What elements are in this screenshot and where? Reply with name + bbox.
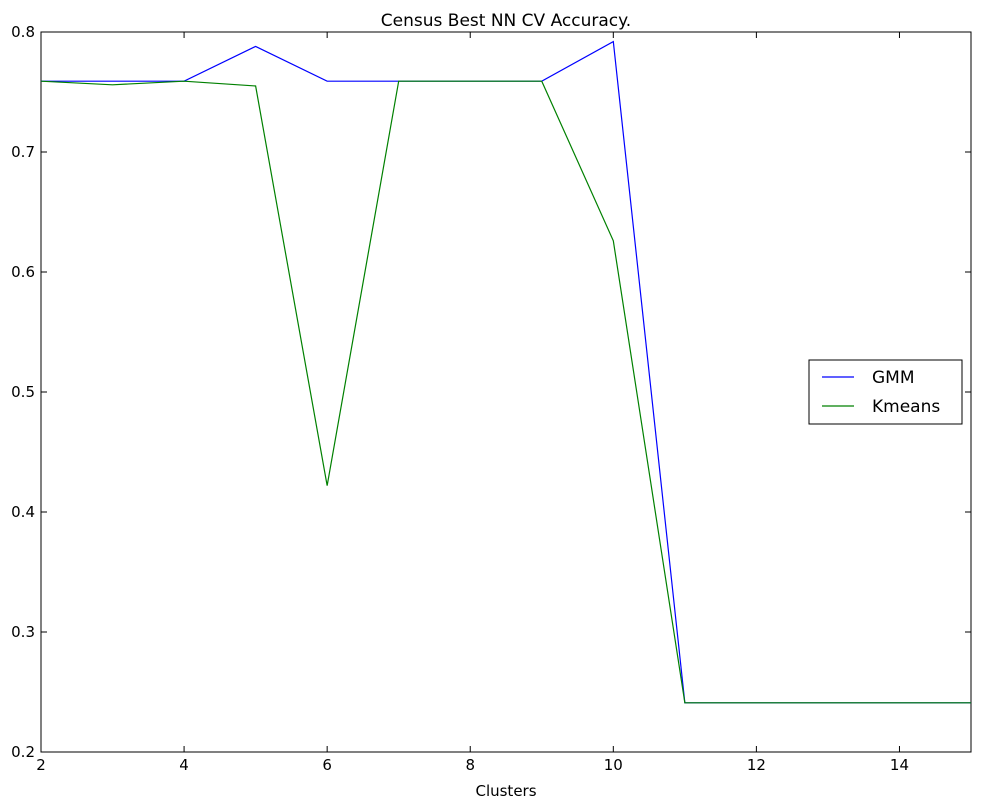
x-tick-label: 8 [465,756,475,774]
legend-label-gmm: GMM [872,368,915,388]
x-tick-label: 14 [890,756,909,774]
y-tick-label: 0.5 [11,383,35,401]
legend: GMM Kmeans [808,359,963,425]
y-tick-label: 0.8 [11,23,35,41]
x-tick-label: 2 [36,756,46,774]
legend-box [808,359,963,425]
x-axis-label: Clusters [475,782,536,800]
series-line-kmeans [40,80,971,704]
x-tick-label: 12 [747,756,766,774]
y-tick-label: 0.4 [11,503,35,521]
legend-label-kmeans: Kmeans [872,397,940,417]
y-tick-label: 0.2 [11,743,35,761]
axis-ticks: 2 4 6 8 10 12 14 0.2 0.3 0.4 0.5 0.6 0.7 0.8 [11,23,971,774]
y-tick-label: 0.7 [11,143,35,161]
x-tick-label: 4 [179,756,189,774]
x-tick-label: 10 [604,756,623,774]
y-tick-label: 0.6 [11,263,35,281]
y-tick-label: 0.3 [11,623,35,641]
chart-title: Census Best NN CV Accuracy. [381,11,631,31]
x-tick-label: 6 [322,756,332,774]
series-group [40,40,971,704]
